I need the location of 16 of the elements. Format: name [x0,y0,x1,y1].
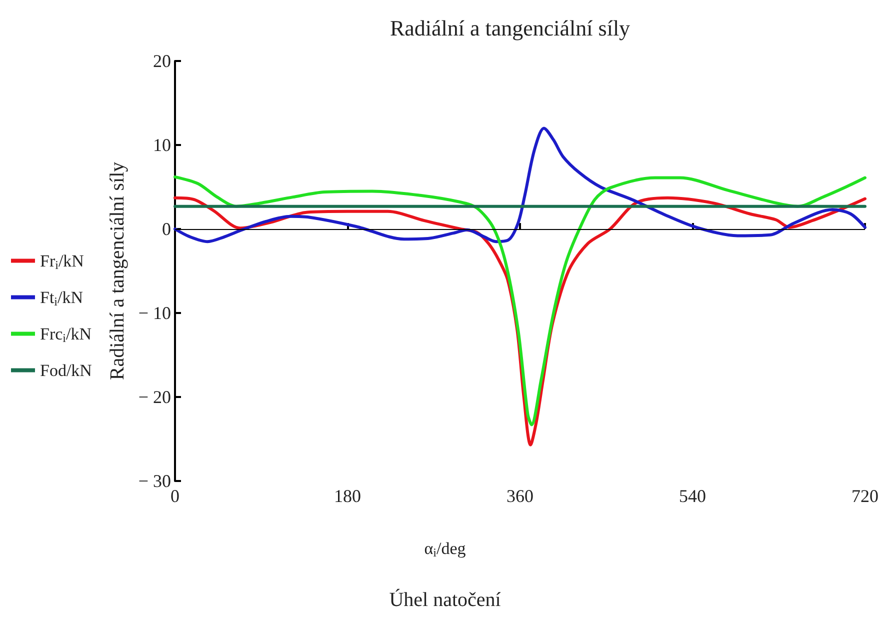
x-tick-label: 360 [506,486,534,506]
legend-label: Fod/kN [40,360,92,380]
y-tick-label: 10 [153,135,171,155]
y-tick-label: 20 [153,51,171,71]
y-tick-label: − 10 [138,303,171,323]
y-tick-label: − 20 [138,387,171,407]
chart-title: Radiální a tangenciální síly [390,16,630,40]
x-axis-title: Úhel natočení [389,588,502,611]
line-series [174,126,866,244]
x-tick-label: 540 [679,486,706,506]
line-series [174,175,866,426]
y-tick-label: − 30 [138,471,171,491]
y-axis-title: Radiální a tangenciální síly [106,162,128,380]
y-tick-label: 0 [162,219,171,239]
x-tick-label: 720 [852,486,878,506]
x-tick-label: 180 [334,486,361,506]
